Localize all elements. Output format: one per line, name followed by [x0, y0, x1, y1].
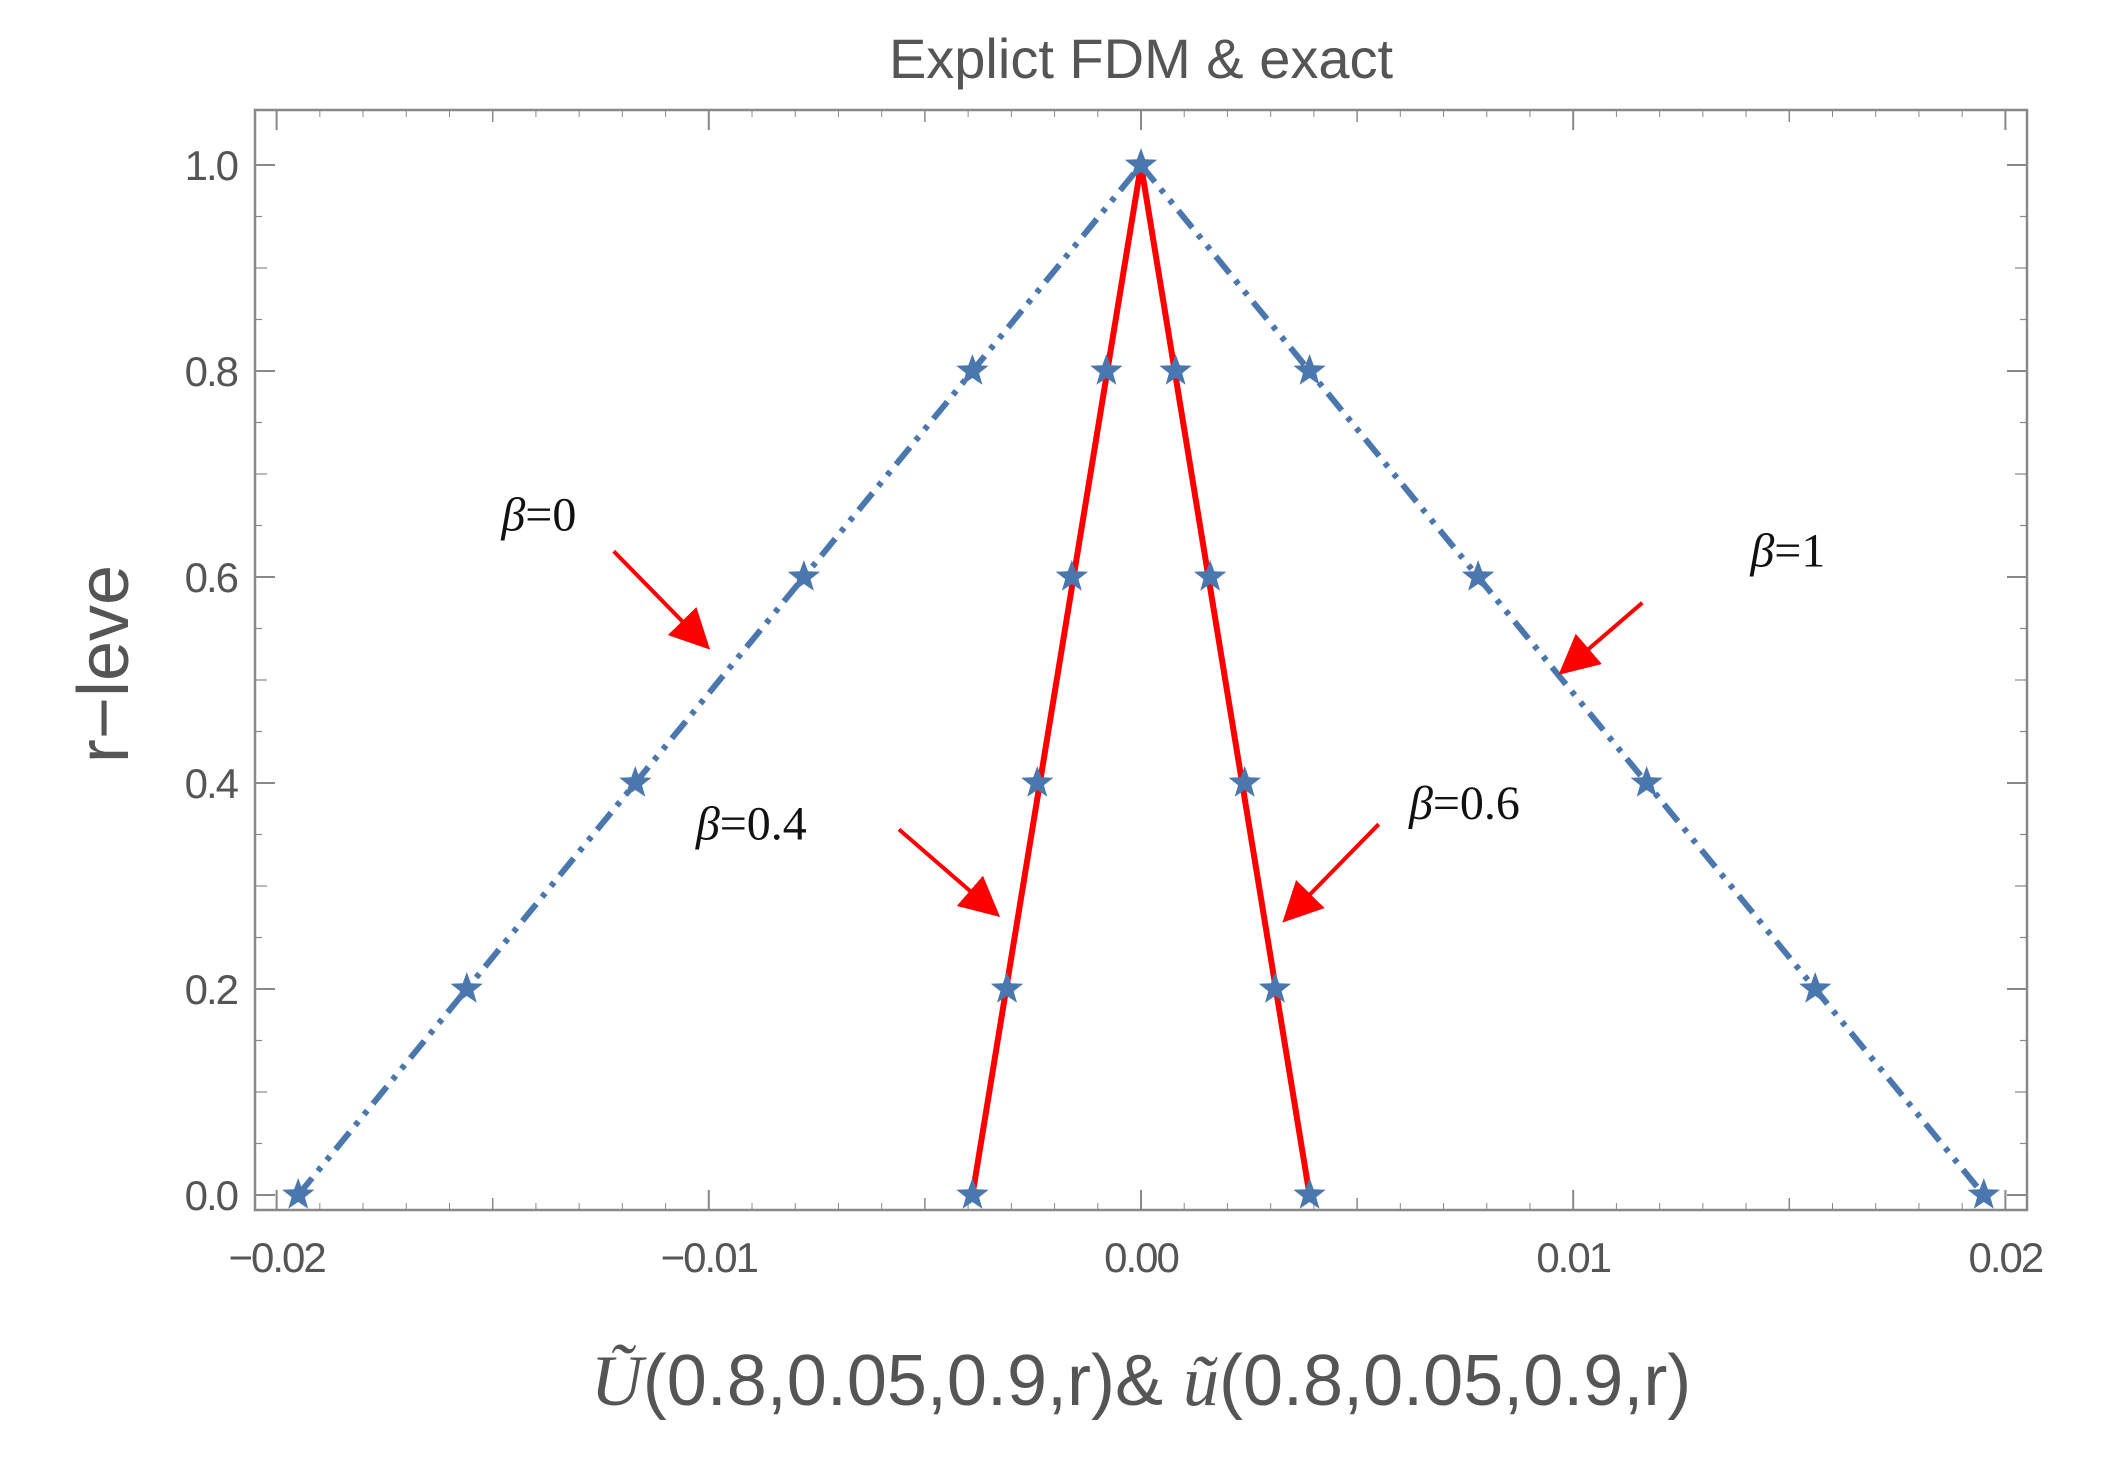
x-axis-label: Ũ(0.8,0.05,0.9,r)& ũ(0.8,0.05,0.9,r): [591, 1341, 1692, 1421]
star-marker: [1799, 972, 1832, 1003]
star-marker: [990, 972, 1024, 1003]
beta-symbol: β: [1749, 525, 1774, 578]
star-marker: [1293, 354, 1326, 385]
star-marker: [1461, 560, 1495, 591]
series-group: [295, 163, 1987, 1197]
series-line-solid: [1138, 164, 1313, 1196]
beta-value: =0.4: [720, 798, 807, 851]
star-marker: [956, 354, 989, 385]
x-axis-label-u1-symbol: Ũ: [591, 1341, 647, 1421]
star-marker: [1021, 766, 1054, 797]
annotation-arrow: [1558, 601, 1644, 675]
annotation-arrow: [612, 549, 711, 650]
x-tick-label: −0.01: [661, 1234, 758, 1281]
beta-symbol: β: [695, 798, 720, 851]
axis-ticks: −0.02 −0.01 0.00 0.01 0.02 0.0 0.2 0.4 0.6 0.8 1.0: [185, 110, 2045, 1281]
x-axis-label-u2-args: (0.8,0.05,0.9,r): [1219, 1341, 1691, 1421]
star-marker: [282, 1178, 315, 1209]
star-marker: [787, 560, 821, 591]
x-axis-label-u1-args: (0.8,0.05,0.9,r): [643, 1341, 1115, 1421]
plot-frame: [253, 108, 2029, 1212]
y-tick-label: 0.6: [185, 554, 238, 601]
star-marker: [1258, 972, 1292, 1003]
markers-group: [282, 148, 2000, 1209]
beta-annotation-label: β=0.4: [695, 798, 807, 851]
chart-title: Explict FDM & exact: [889, 27, 1394, 90]
x-tick-label: 0.02: [1969, 1234, 2043, 1281]
star-marker: [619, 766, 652, 797]
x-tick-label: 0.00: [1104, 1234, 1178, 1281]
beta-value: =0: [525, 489, 576, 542]
x-axis-label-joiner: &: [1115, 1341, 1183, 1421]
x-axis-label-u2-symbol: ũ: [1183, 1341, 1219, 1421]
star-marker: [450, 972, 483, 1003]
star-marker: [1159, 354, 1192, 385]
series-line-dashdot: [295, 163, 1144, 1197]
star-marker: [956, 1178, 989, 1209]
beta-annotation-label: β=1: [1749, 525, 1825, 578]
beta-value: =0.6: [1433, 777, 1520, 830]
star-marker: [1228, 766, 1261, 797]
series-line-dashdot: [1138, 163, 1987, 1197]
y-tick-label: 0.2: [185, 966, 238, 1013]
y-tick-label: 0.0: [185, 1172, 238, 1219]
x-tick-label: 0.01: [1536, 1234, 1610, 1281]
y-axis-label: r−leve: [64, 565, 144, 763]
star-marker: [1090, 354, 1123, 385]
beta-annotation-label: β=0: [500, 489, 576, 542]
star-marker: [1293, 1178, 1326, 1209]
series-line-solid: [969, 164, 1144, 1196]
y-tick-label: 0.8: [185, 348, 238, 395]
beta-symbol: β: [500, 489, 525, 542]
y-tick-label: 1.0: [185, 142, 238, 189]
star-marker: [1194, 560, 1227, 591]
beta-value: =1: [1774, 525, 1825, 578]
beta-annotation-label: β=0.6: [1408, 777, 1520, 830]
star-marker: [1967, 1178, 2000, 1209]
y-tick-label: 0.4: [185, 760, 239, 807]
star-marker: [1630, 766, 1663, 797]
star-marker: [1124, 148, 1158, 179]
annotations-group: β=0β=1β=0.4 β=0.6: [500, 489, 1825, 923]
beta-symbol: β: [1408, 777, 1433, 830]
x-tick-label: −0.02: [228, 1234, 325, 1281]
annotation-arrow: [1282, 822, 1381, 923]
annotation-arrow: [897, 827, 1001, 917]
star-marker: [1055, 560, 1088, 591]
